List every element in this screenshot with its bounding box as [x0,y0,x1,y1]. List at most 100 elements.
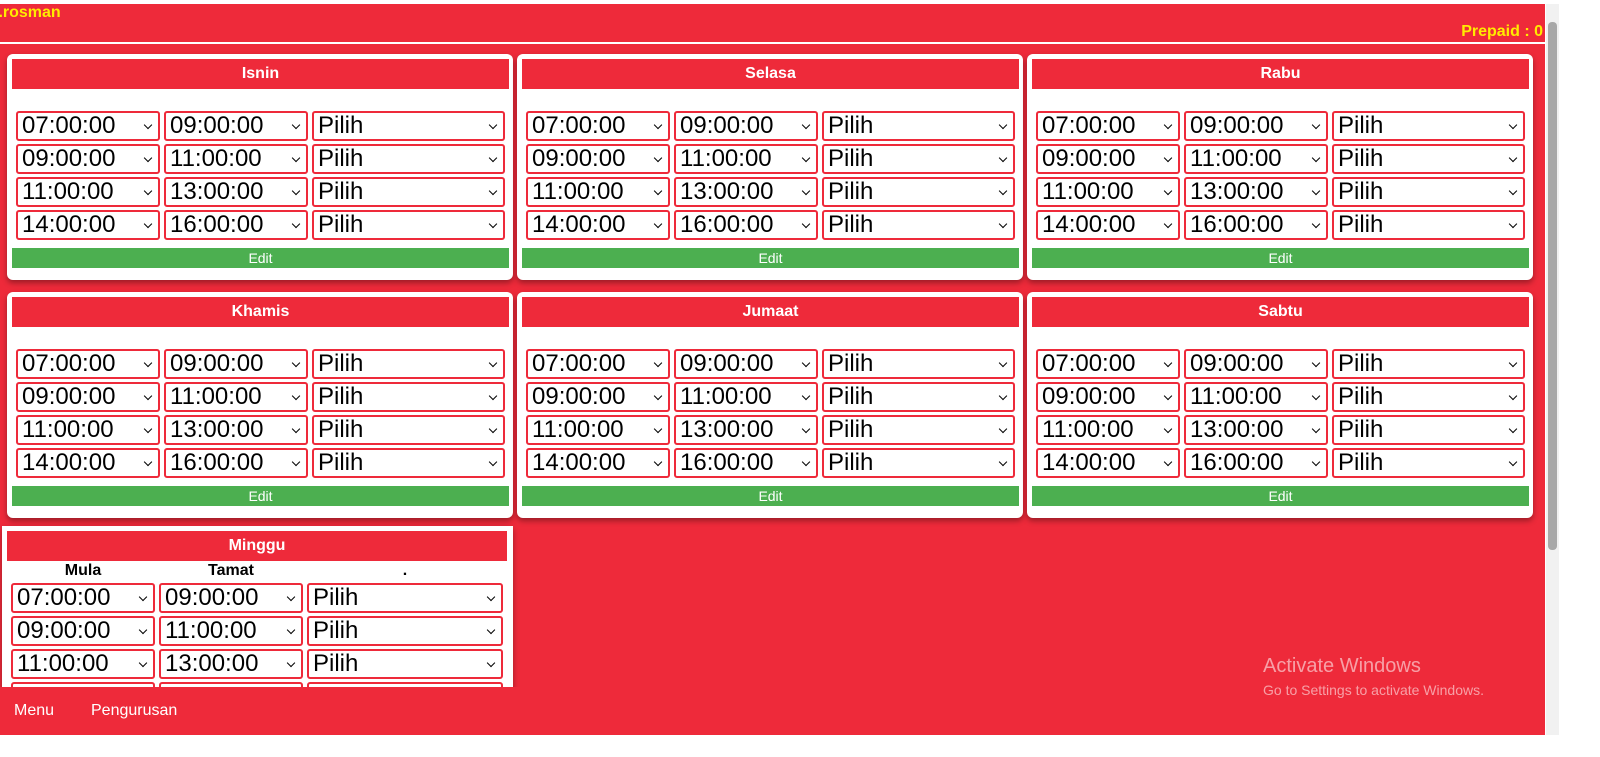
select[interactable]: 07:00:00 [16,111,160,141]
edit-button[interactable]: Edit [522,486,1019,506]
select[interactable]: Pilih [1332,177,1525,207]
edit-button[interactable]: Edit [522,248,1019,268]
select[interactable]: Pilih [822,448,1015,478]
select[interactable]: Pilih [307,616,503,646]
select[interactable]: 16:00:00 [164,448,308,478]
select[interactable]: 11:00:00 [1036,177,1180,207]
select[interactable]: 11:00:00 [1184,144,1328,174]
select[interactable]: 09:00:00 [674,111,818,141]
select[interactable]: 14:00:00 [1036,210,1180,240]
select[interactable]: 09:00:00 [164,349,308,379]
edit-button[interactable]: Edit [1032,486,1529,506]
select[interactable]: 11:00:00 [11,649,155,679]
select[interactable]: 11:00:00 [159,616,303,646]
edit-button[interactable]: Edit [12,486,509,506]
select[interactable]: Pilih [1332,349,1525,379]
select[interactable]: 13:00:00 [1184,177,1328,207]
select[interactable]: 09:00:00 [674,349,818,379]
select[interactable]: 09:00:00 [1036,382,1180,412]
select[interactable]: 09:00:00 [526,382,670,412]
menu-link[interactable]: Menu [14,702,55,719]
select[interactable] [307,682,503,687]
select[interactable]: 14:00:00 [16,210,160,240]
select[interactable]: 09:00:00 [11,616,155,646]
select[interactable]: 09:00:00 [1184,111,1328,141]
select[interactable]: Pilih [822,177,1015,207]
day-title: Rabu [1032,59,1529,89]
select[interactable]: Pilih [822,111,1015,141]
select[interactable]: Pilih [1332,448,1525,478]
select[interactable]: 13:00:00 [159,649,303,679]
select[interactable]: 09:00:00 [16,382,160,412]
select[interactable] [159,682,303,687]
select[interactable]: 07:00:00 [526,111,670,141]
select[interactable]: 11:00:00 [164,144,308,174]
top-bar [0,4,1545,42]
select[interactable]: 09:00:00 [1036,144,1180,174]
menu-link[interactable]: Pengurusan [91,702,178,719]
select[interactable]: 13:00:00 [674,177,818,207]
select[interactable]: 11:00:00 [674,144,818,174]
day-panel: Isnin 07:00:00 09:00:00 Pilih 09:00:00 11:00:… [7,54,513,280]
select[interactable]: 14:00:00 [1036,448,1180,478]
select[interactable]: 07:00:00 [1036,349,1180,379]
select[interactable]: 09:00:00 [159,583,303,613]
select[interactable]: 16:00:00 [1184,210,1328,240]
select[interactable]: 11:00:00 [1036,415,1180,445]
select[interactable]: Pilih [1332,415,1525,445]
select[interactable]: Pilih [312,144,505,174]
scroll-thumb[interactable] [1548,22,1557,550]
select[interactable]: 09:00:00 [16,144,160,174]
select[interactable]: 14:00:00 [526,448,670,478]
select[interactable]: Pilih [822,415,1015,445]
day-title: Khamis [12,297,509,327]
select[interactable]: Pilih [822,349,1015,379]
select[interactable]: Pilih [1332,382,1525,412]
select[interactable]: 16:00:00 [674,448,818,478]
select[interactable]: 14:00:00 [526,210,670,240]
select[interactable]: 16:00:00 [674,210,818,240]
select[interactable]: 11:00:00 [526,415,670,445]
select[interactable]: Pilih [312,177,505,207]
select[interactable]: Pilih [822,382,1015,412]
select[interactable]: 13:00:00 [164,415,308,445]
column-header: Tamat [208,562,254,579]
select[interactable]: 11:00:00 [1184,382,1328,412]
select[interactable]: 07:00:00 [16,349,160,379]
select[interactable]: 11:00:00 [164,382,308,412]
edit-button[interactable]: Edit [1032,248,1529,268]
select[interactable]: Pilih [307,583,503,613]
edit-button[interactable]: Edit [12,248,509,268]
select[interactable]: 13:00:00 [164,177,308,207]
select[interactable]: 09:00:00 [1184,349,1328,379]
select[interactable]: 07:00:00 [1036,111,1180,141]
select[interactable]: Pilih [312,210,505,240]
select[interactable]: Pilih [822,210,1015,240]
select[interactable]: 11:00:00 [16,177,160,207]
select[interactable]: 14:00:00 [16,448,160,478]
select[interactable]: Pilih [1332,144,1525,174]
select[interactable]: Pilih [312,111,505,141]
select[interactable]: 11:00:00 [16,415,160,445]
select[interactable]: Pilih [312,382,505,412]
select[interactable]: 16:00:00 [164,210,308,240]
select[interactable]: 13:00:00 [674,415,818,445]
select[interactable]: Pilih [1332,111,1525,141]
select[interactable]: 09:00:00 [526,144,670,174]
select[interactable]: Pilih [312,415,505,445]
select[interactable]: 07:00:00 [11,583,155,613]
select[interactable]: 09:00:00 [164,111,308,141]
select[interactable]: 11:00:00 [674,382,818,412]
select[interactable]: Pilih [1332,210,1525,240]
select[interactable] [11,682,155,687]
select[interactable]: Pilih [307,649,503,679]
select[interactable]: 07:00:00 [526,349,670,379]
select[interactable]: Pilih [312,448,505,478]
select[interactable]: Pilih [822,144,1015,174]
footer [0,688,1545,735]
select[interactable]: Pilih [312,349,505,379]
select[interactable]: 11:00:00 [526,177,670,207]
select[interactable]: 13:00:00 [1184,415,1328,445]
select[interactable]: 16:00:00 [1184,448,1328,478]
